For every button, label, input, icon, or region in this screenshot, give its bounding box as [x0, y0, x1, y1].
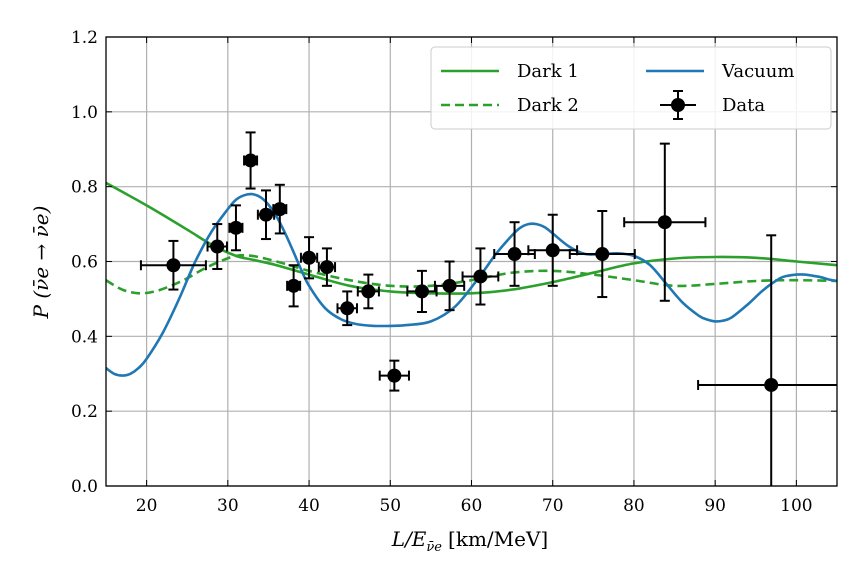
data-point	[378, 359, 410, 392]
legend-symbol	[671, 98, 685, 112]
y-tick-label: 0.4	[71, 327, 98, 347]
data-marker	[361, 284, 376, 299]
data-point	[336, 290, 358, 327]
data-marker	[340, 301, 355, 316]
legend-label: Dark 1	[517, 61, 579, 82]
data-marker	[764, 377, 779, 392]
x-tick-label: 80	[623, 496, 645, 516]
data-marker	[272, 202, 287, 217]
data-marker	[387, 368, 402, 383]
data-point	[697, 234, 837, 486]
legend-item-vacuum: Vacuum	[646, 61, 794, 82]
data-marker	[507, 247, 522, 262]
data-point	[139, 239, 207, 291]
x-tick-label: 50	[379, 496, 401, 516]
x-tick-label: 40	[298, 496, 320, 516]
x-tick-label: 100	[780, 496, 812, 516]
y-tick-label: 1.0	[71, 103, 98, 123]
data-point	[228, 204, 244, 252]
data-points	[139, 131, 837, 486]
data-point	[568, 209, 636, 299]
x-tick-label: 90	[704, 496, 726, 516]
data-point	[623, 142, 707, 302]
x-tick-label: 20	[136, 496, 158, 516]
data-marker	[228, 220, 243, 235]
x-tick-label: 60	[461, 496, 483, 516]
x-axis-label: L/Eν̄e [km/MeV]	[391, 527, 548, 555]
legend: Dark 1 Vacuum Dark 2 Data	[430, 46, 832, 130]
x-tick-label: 30	[217, 496, 239, 516]
legend-item-dark-2: Dark 2	[441, 95, 579, 116]
data-point	[243, 131, 259, 190]
series-line-dark-2	[106, 253, 837, 295]
data-marker	[545, 243, 560, 258]
data-point	[272, 183, 288, 235]
data-point	[433, 260, 466, 312]
data-marker	[473, 269, 488, 284]
y-axis-label: P (ν̄e → ν̄e)	[29, 206, 53, 320]
data-marker	[259, 207, 274, 222]
data-point	[461, 247, 500, 306]
y-tick-label: 0.6	[71, 253, 98, 273]
data-marker	[210, 239, 225, 254]
data-marker	[442, 278, 457, 293]
data-point	[406, 269, 438, 314]
data-marker	[657, 215, 672, 230]
data-marker	[302, 250, 317, 265]
y-tick-label: 0.0	[71, 477, 98, 497]
data-marker	[319, 260, 334, 275]
y-tick-label: 0.8	[71, 178, 98, 198]
data-marker	[595, 247, 610, 262]
axis-ticks: 20 30 40 50 60 70 80 90 100 0.0 0.2 0.4 0.6 0.8 1.0 1.2	[71, 28, 837, 516]
data-point	[206, 223, 229, 270]
data-point	[299, 236, 319, 280]
data-point	[256, 189, 276, 241]
data-point	[356, 273, 380, 310]
legend-label: Data	[722, 95, 765, 116]
series-line-vacuum	[106, 192, 837, 377]
y-tick-label: 1.2	[71, 28, 98, 48]
legend-item-data: Data	[660, 90, 765, 120]
data-marker	[286, 278, 301, 293]
legend-label: Dark 2	[517, 95, 579, 116]
legend-box	[430, 46, 832, 130]
data-point	[286, 264, 302, 308]
x-tick-label: 70	[542, 496, 564, 516]
legend-item-dark-1: Dark 1	[441, 61, 579, 82]
data-marker	[243, 153, 258, 168]
data-marker	[414, 284, 429, 299]
legend-label: Vacuum	[721, 61, 794, 82]
data-marker	[166, 258, 181, 273]
y-tick-label: 0.2	[71, 402, 98, 422]
data-point	[317, 247, 337, 287]
